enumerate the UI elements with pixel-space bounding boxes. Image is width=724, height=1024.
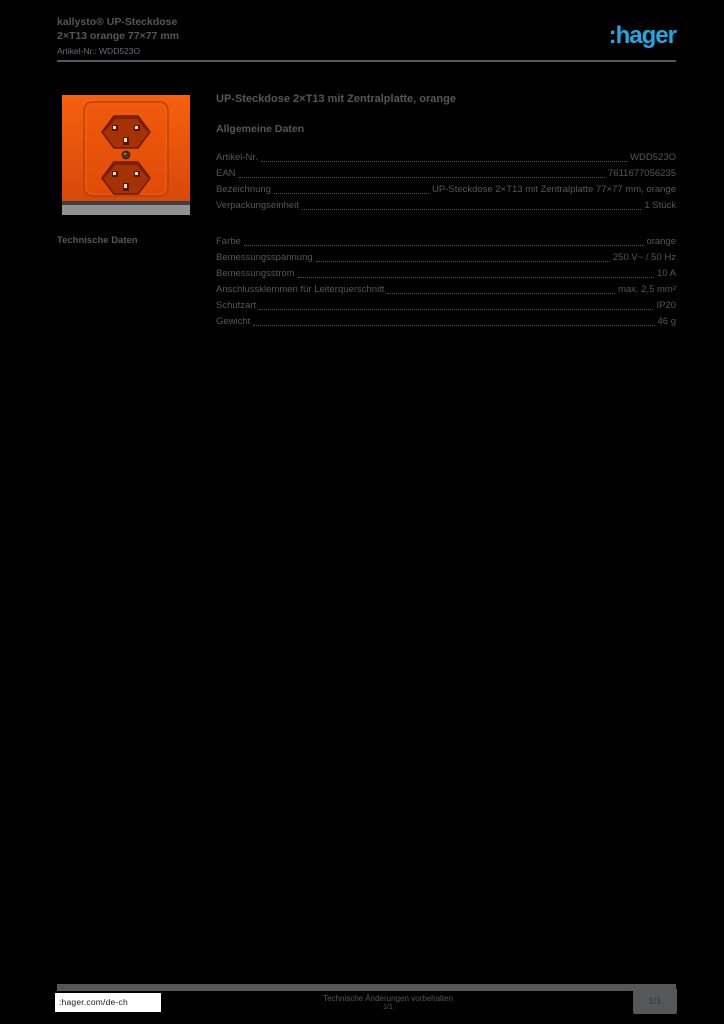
spec-value: 1 Stück xyxy=(644,200,676,211)
spec-label: Schutzart xyxy=(216,300,257,311)
section-technical-label: Technische Daten xyxy=(57,235,138,246)
dotted-leader xyxy=(259,309,654,310)
dotted-leader xyxy=(260,161,628,162)
header-divider xyxy=(57,60,676,62)
spec-label: EAN xyxy=(216,168,236,179)
spec-label: Bemessungsstrom xyxy=(216,268,295,279)
footer-page-indicator: 1/1 xyxy=(383,1004,393,1011)
dotted-leader xyxy=(238,177,606,178)
photo-shadow-line xyxy=(62,201,190,205)
spec-row: Bemessungsspannung 250 V~ / 50 Hz xyxy=(216,250,676,266)
product-title-line2: 2×T13 orange 77×77 mm xyxy=(57,30,179,42)
dotted-leader xyxy=(253,325,655,326)
socket-outlet-illustration xyxy=(62,95,190,215)
spec-row: Anschlussklemmen für Leiterquerschnitt m… xyxy=(216,282,676,298)
dotted-leader xyxy=(315,261,610,262)
product-description-title: UP-Steckdose 2×T13 mit Zentralplatte, or… xyxy=(216,93,456,105)
spec-label: Verpackungseinheit xyxy=(216,200,299,211)
spec-label: Farbe xyxy=(216,236,241,247)
spec-row: Artikel-Nr. WDD523O xyxy=(216,150,676,166)
technical-data-rows: Farbe orange Bemessungsspannung 250 V~ /… xyxy=(216,234,676,330)
socket-central-plate xyxy=(83,101,169,197)
spec-label: Bemessungsspannung xyxy=(216,252,313,263)
dotted-leader xyxy=(387,293,615,294)
center-screw xyxy=(121,150,131,160)
socket-recess-bottom xyxy=(101,161,151,195)
spec-value: WDD523O xyxy=(630,152,676,163)
spec-row: Schutzart IP20 xyxy=(216,298,676,314)
product-title-line1: kallysto® UP-Steckdose xyxy=(57,16,178,28)
spec-row: Verpackungseinheit 1 Stück xyxy=(216,198,676,214)
footer-stamp: 1/1 xyxy=(633,988,677,1014)
dotted-leader xyxy=(301,209,642,210)
general-data-rows: Artikel-Nr. WDD523O EAN 7611677056235 Be… xyxy=(216,150,676,214)
photo-surface-strip xyxy=(62,205,190,215)
footer-note: Technische Änderungen vorbehalten xyxy=(323,994,453,1003)
spec-row: Bezeichnung UP-Steckdose 2×T13 mit Zentr… xyxy=(216,182,676,198)
spec-value: 46 g xyxy=(657,316,677,327)
dotted-leader xyxy=(273,193,430,194)
spec-row: Bemessungsstrom 10 A xyxy=(216,266,676,282)
spec-value: 250 V~ / 50 Hz xyxy=(612,252,676,263)
spec-value: 7611677056235 xyxy=(608,168,676,179)
footer-website-link[interactable]: :hager.com/de-ch xyxy=(55,993,161,1012)
dotted-leader xyxy=(297,277,654,278)
spec-value: max. 2,5 mm² xyxy=(617,284,676,295)
spec-row: Gewicht 46 g xyxy=(216,314,676,330)
footer-divider-bar xyxy=(57,984,676,991)
spec-value: 10 A xyxy=(656,268,676,279)
spec-label: Bezeichnung xyxy=(216,184,271,195)
spec-value: IP20 xyxy=(656,300,676,311)
spec-label: Artikel-Nr. xyxy=(216,152,258,163)
dotted-leader xyxy=(243,245,644,246)
spec-label: Gewicht xyxy=(216,316,251,327)
section-general-title: Allgemeine Daten xyxy=(216,123,305,135)
product-reference: Artikel-Nr.: WDD523O xyxy=(57,46,141,56)
hager-logo: :hager xyxy=(608,22,677,49)
spec-label: Anschlussklemmen für Leiterquerschnitt xyxy=(216,284,385,295)
spec-value: UP-Steckdose 2×T13 mit Zentralplatte 77×… xyxy=(432,184,676,195)
header-title-block: kallysto® UP-Steckdose 2×T13 orange 77×7… xyxy=(57,15,179,58)
socket-recess-top xyxy=(101,115,151,149)
product-photo xyxy=(62,95,190,215)
spec-row: EAN 7611677056235 xyxy=(216,166,676,182)
spec-value: orange xyxy=(646,236,676,247)
spec-row: Farbe orange xyxy=(216,234,676,250)
